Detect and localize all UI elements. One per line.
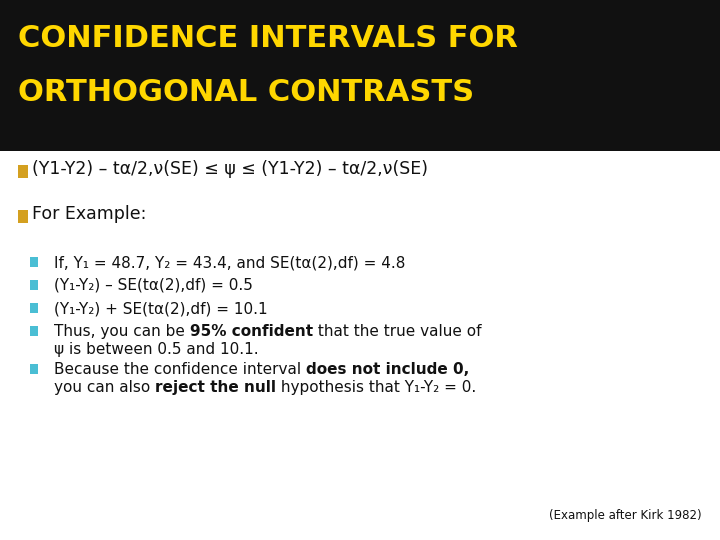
Text: (Y₁-Y₂) – SE(tα(2),df) = 0.5: (Y₁-Y₂) – SE(tα(2),df) = 0.5 [54,278,253,293]
Text: hypothesis that Y₁-Y₂ = 0.: hypothesis that Y₁-Y₂ = 0. [276,380,477,395]
Text: (Example after Kirk 1982): (Example after Kirk 1982) [549,509,702,522]
Text: Because the confidence interval: Because the confidence interval [54,362,306,377]
Bar [30,303,38,313]
Bar [0,0,720,151]
Text: For Example:: For Example: [32,205,146,223]
Bar [30,257,38,267]
Text: reject the null: reject the null [155,380,276,395]
Text: CONFIDENCE INTERVALS FOR: CONFIDENCE INTERVALS FOR [18,24,518,53]
Text: ψ is between 0.5 and 10.1.: ψ is between 0.5 and 10.1. [54,342,258,357]
Text: If, Y₁ = 48.7, Y₂ = 43.4, and SE(tα(2),df) = 4.8: If, Y₁ = 48.7, Y₂ = 43.4, and SE(tα(2),d… [54,255,405,270]
Text: you can also: you can also [54,380,155,395]
Text: (Y1-Y2) – tα/2,ν(SE) ≤ ψ ≤ (Y1-Y2) – tα/2,ν(SE): (Y1-Y2) – tα/2,ν(SE) ≤ ψ ≤ (Y1-Y2) – tα/… [32,160,428,178]
Bar [18,165,28,178]
Text: Thus, you can be: Thus, you can be [54,324,190,339]
Text: ORTHOGONAL CONTRASTS: ORTHOGONAL CONTRASTS [18,78,474,107]
Bar [30,326,38,336]
Bar [30,280,38,290]
Text: 95% confident: 95% confident [190,324,313,339]
Text: that the true value of: that the true value of [313,324,482,339]
Text: (Y₁-Y₂) + SE(tα(2),df) = 10.1: (Y₁-Y₂) + SE(tα(2),df) = 10.1 [54,301,268,316]
Bar [18,210,28,223]
Bar [30,364,38,374]
Text: does not include 0,: does not include 0, [306,362,469,377]
